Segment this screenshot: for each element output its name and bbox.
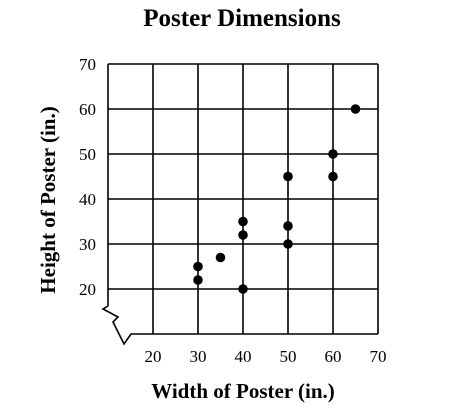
y-axis-label: Height of Poster (in.): [36, 106, 60, 293]
data-point: [283, 221, 293, 231]
data-point: [350, 104, 361, 114]
chart-title: Poster Dimensions: [143, 5, 341, 32]
y-tick-label: 40: [79, 190, 96, 209]
x-tick-label: 20: [145, 347, 162, 366]
x-tick-label: 60: [325, 347, 342, 366]
x-tick-label: 40: [235, 347, 252, 366]
data-point: [328, 171, 338, 182]
y-tick-label: 30: [79, 235, 96, 254]
data-point: [238, 284, 248, 294]
data-point: [283, 239, 293, 249]
data-point: [328, 149, 338, 159]
data-point: [238, 216, 248, 227]
x-axis-label: Width of Poster (in.): [151, 379, 335, 403]
data-points: [193, 104, 361, 294]
y-tick-label: 60: [79, 100, 96, 119]
data-point: [215, 252, 226, 263]
axis-break: [101, 305, 138, 346]
x-tick-label: 50: [280, 347, 297, 366]
x-tick-label: 30: [190, 347, 207, 366]
y-tick-label: 70: [79, 55, 96, 74]
y-tick-label: 20: [79, 280, 96, 299]
x-tick-labels: 20 30 40 50 60 70: [145, 347, 387, 366]
data-point: [193, 275, 203, 285]
data-point: [193, 261, 203, 272]
data-point: [283, 171, 293, 182]
axis-break-zigzag: [101, 305, 138, 346]
y-tick-labels: 20 30 40 50 60 70: [79, 55, 96, 299]
y-tick-label: 50: [79, 145, 96, 164]
data-point: [238, 230, 248, 240]
plot-grid: [107, 63, 379, 335]
x-tick-label: 70: [370, 347, 387, 366]
